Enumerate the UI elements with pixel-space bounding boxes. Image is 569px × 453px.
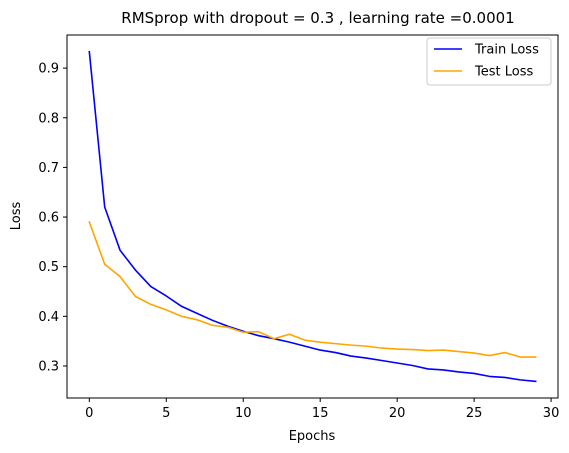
x-tick-label: 15 <box>312 406 329 421</box>
y-tick-label: 0.6 <box>38 211 59 226</box>
x-tick-label: 0 <box>85 406 93 421</box>
legend: Train Loss Test Loss <box>426 37 552 86</box>
legend-label-1: Train Loss <box>474 43 539 58</box>
y-tick-label: 0.3 <box>38 359 59 374</box>
legend-label-2: Test Loss <box>474 65 533 80</box>
x-tick-label: 30 <box>543 406 560 421</box>
y-axis-label: Loss <box>9 202 24 231</box>
series-line-1 <box>88 50 537 383</box>
y-axis: 0.3 0.4 0.5 0.6 0.7 0.8 0.9 <box>38 62 67 374</box>
y-tick-label: 0.8 <box>38 111 59 126</box>
x-tick-label: 25 <box>466 406 483 421</box>
chart-title: RMSprop with dropout = 0.3 , learning ra… <box>121 9 514 27</box>
plot-frame <box>66 34 559 399</box>
x-tick-label: 20 <box>389 406 406 421</box>
y-tick-label: 0.9 <box>38 62 59 77</box>
x-axis: 0 5 10 15 20 25 30 <box>85 398 559 421</box>
y-tick-label: 0.7 <box>38 161 59 176</box>
x-axis-label: Epochs <box>289 429 336 444</box>
y-tick-label: 0.5 <box>38 260 59 275</box>
series-line-2 <box>88 220 537 358</box>
y-tick-label: 0.4 <box>38 310 59 325</box>
x-tick-label: 5 <box>162 406 170 421</box>
plot-lines <box>88 50 537 383</box>
x-tick-label: 10 <box>235 406 252 421</box>
